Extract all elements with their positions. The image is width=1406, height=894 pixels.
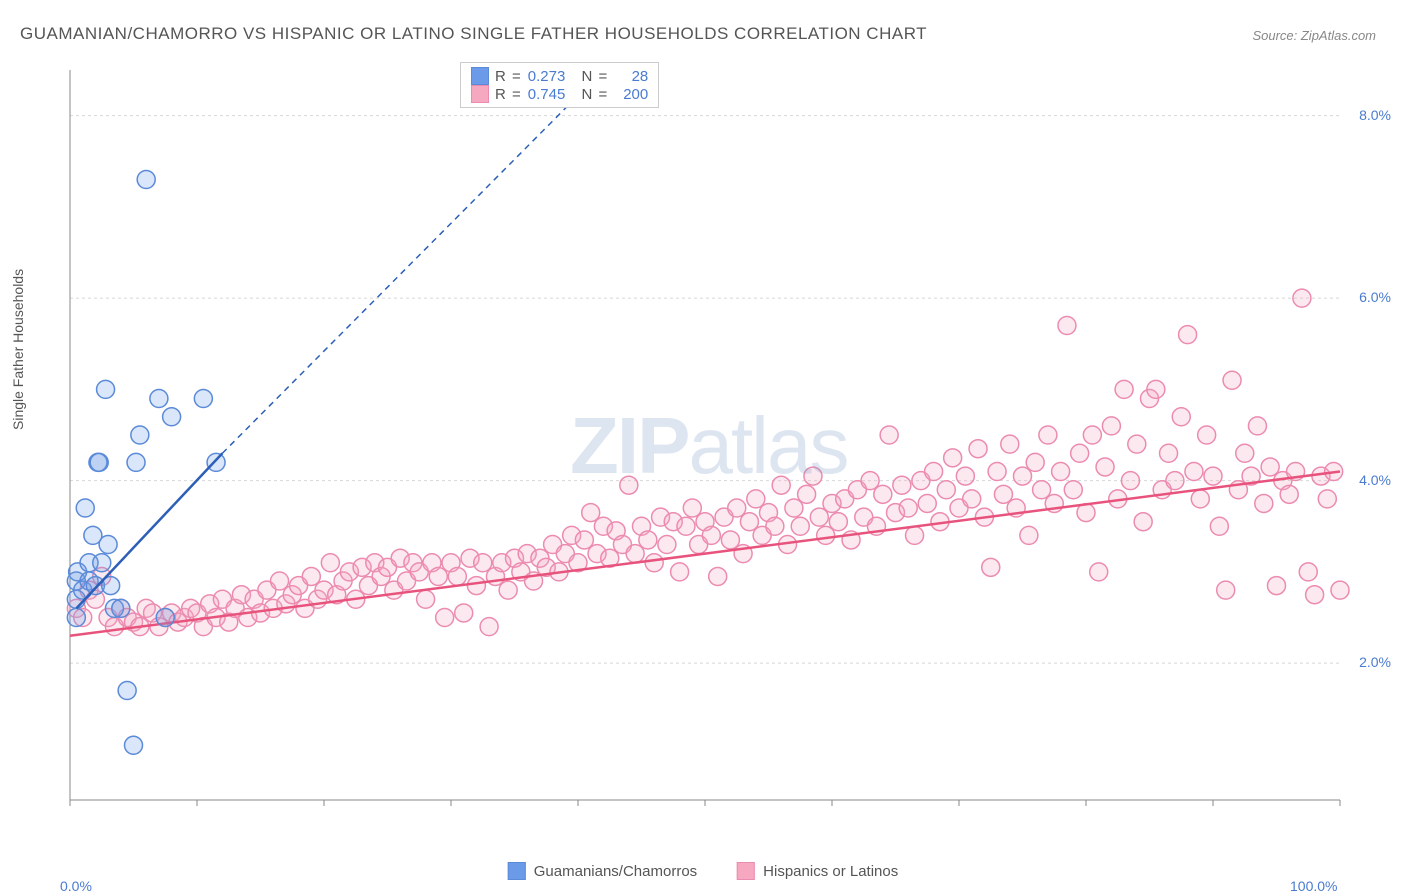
source-label: Source: ZipAtlas.com	[1252, 28, 1376, 43]
correlation-legend: R = 0.273 N = 28 R = 0.745 N = 200	[460, 62, 659, 108]
legend-n2-value: 200	[614, 86, 648, 103]
legend-swatch-pink	[737, 862, 755, 880]
y-tick-label: 6.0%	[1359, 289, 1391, 305]
legend-r-label: R =	[495, 86, 522, 103]
y-tick-label: 2.0%	[1359, 654, 1391, 670]
watermark: ZIPatlas	[570, 400, 847, 492]
y-tick-label: 4.0%	[1359, 472, 1391, 488]
series-legend: Guamanians/Chamorros Hispanics or Latino…	[508, 862, 898, 880]
legend-n1-value: 28	[614, 68, 648, 85]
legend-item-1: Guamanians/Chamorros	[508, 862, 697, 880]
legend-n-label: N =	[581, 86, 608, 103]
legend-swatch-pink	[471, 85, 489, 103]
legend-r1-value: 0.273	[528, 68, 566, 85]
legend-item-2: Hispanics or Latinos	[737, 862, 898, 880]
legend-swatch-blue	[508, 862, 526, 880]
y-tick-label: 8.0%	[1359, 107, 1391, 123]
legend-r2-value: 0.745	[528, 86, 566, 103]
legend-label-2: Hispanics or Latinos	[763, 863, 898, 880]
legend-swatch-blue	[471, 67, 489, 85]
legend-r-label: R =	[495, 68, 522, 85]
legend-row-1: R = 0.273 N = 28	[471, 67, 648, 85]
legend-label-1: Guamanians/Chamorros	[534, 863, 697, 880]
legend-n-label: N =	[581, 68, 608, 85]
chart-title: GUAMANIAN/CHAMORRO VS HISPANIC OR LATINO…	[20, 24, 927, 44]
legend-row-2: R = 0.745 N = 200	[471, 85, 648, 103]
y-axis-label: Single Father Households	[10, 269, 26, 430]
